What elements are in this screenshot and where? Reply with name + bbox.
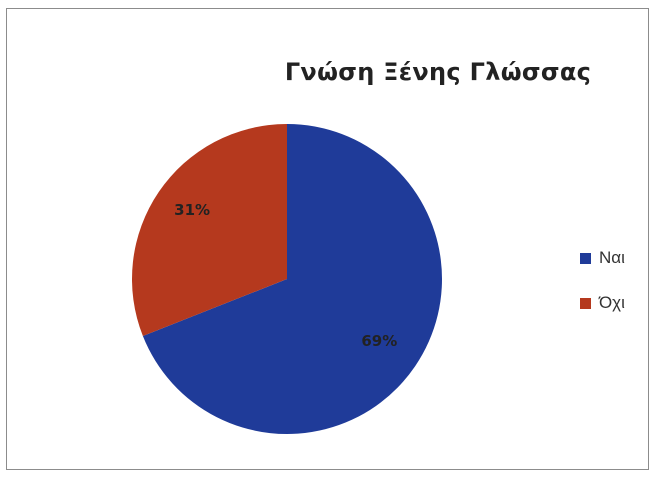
pie-slice-1 — [132, 124, 287, 337]
pie-slice-label-1: 31% — [174, 201, 210, 219]
legend-swatch-no — [580, 297, 591, 309]
legend-label-no: Όχι — [599, 293, 625, 312]
legend-item-no: Όχι — [580, 292, 625, 314]
pie-labels: 69% 31% — [174, 201, 397, 350]
pie-slices — [132, 124, 442, 434]
legend: Ναι Όχι — [580, 247, 625, 337]
chart-title: Γνώση Ξένης Γλώσσας — [284, 58, 592, 86]
legend-item-yes: Ναι — [580, 247, 625, 269]
legend-label-yes: Ναι — [599, 248, 625, 267]
legend-swatch-yes — [580, 252, 591, 264]
pie-slice-0 — [142, 124, 442, 434]
pie-slice-label-0: 69% — [361, 332, 397, 350]
